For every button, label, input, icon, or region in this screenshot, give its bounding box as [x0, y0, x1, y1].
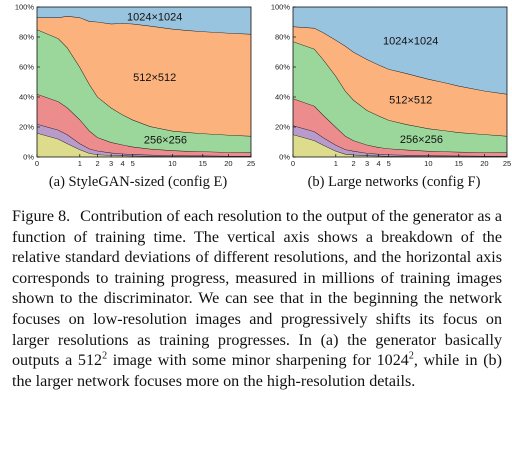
y-tick-label: 0% — [23, 153, 34, 162]
area-band-4 — [293, 41, 507, 153]
x-tick-label: 10 — [424, 159, 432, 168]
x-tick-label: 20 — [480, 159, 488, 168]
x-tick-label: 1 — [78, 159, 82, 168]
y-tick-label: 80% — [19, 33, 34, 42]
area-band-6 — [293, 6, 507, 95]
x-tick-label: 5 — [387, 159, 391, 168]
area-band-5 — [37, 16, 251, 136]
figure-caption: Figure 8. Contribution of each resolution… — [12, 207, 502, 392]
band-label: 256×256 — [144, 135, 187, 147]
x-tick-label: 0 — [35, 159, 39, 168]
caption-text-part3: , while in (b) the larger network focuse… — [12, 352, 502, 390]
band-label: 1024×1024 — [383, 36, 438, 48]
figure-label: Figure 8. — [12, 208, 71, 225]
caption-text-part2: image with some minor sharpening for 102… — [107, 352, 409, 370]
subfigure-caption: (b) Large networks (config F) — [308, 174, 481, 190]
y-tick-label: 0% — [279, 153, 290, 162]
band-label: 256×256 — [400, 134, 443, 146]
x-tick-label: 1 — [334, 159, 338, 168]
caption-superscript-2: 2 — [408, 350, 414, 362]
area-band-1 — [293, 134, 507, 157]
plot-frame — [36, 6, 252, 158]
x-tick-label: 4 — [121, 159, 125, 168]
x-tick-label: 25 — [247, 159, 255, 168]
x-tick-label: 10 — [168, 159, 176, 168]
stacked-area-chart-b: 0% 20% 40% 60% 80% 100% 0 1 2 3 4 5 10 15 20 25 256×256 5… — [271, 3, 511, 191]
area-band-6 — [37, 7, 251, 34]
x-tick-label: 15 — [455, 159, 463, 168]
area-band-4 — [37, 29, 251, 153]
x-tick-label: 3 — [365, 159, 369, 168]
y-tick-label: 40% — [19, 93, 34, 102]
subfigure-caption: (a) StyleGAN-sized (config E) — [49, 174, 228, 190]
x-tick-label: 2 — [95, 159, 99, 168]
x-tick-label: 5 — [131, 159, 135, 168]
area-band-5 — [293, 26, 507, 136]
y-tick-label: 60% — [275, 63, 290, 72]
x-tick-label: 20 — [224, 159, 232, 168]
caption-text-part1: Contribution of each resolution to the o… — [12, 208, 502, 370]
y-tick-label: 80% — [275, 33, 290, 42]
x-tick-label: 4 — [377, 159, 381, 168]
area-band-3 — [293, 98, 507, 156]
x-tick-label: 2 — [351, 159, 355, 168]
caption-superscript-1: 2 — [102, 350, 108, 362]
y-tick-label: 100% — [271, 3, 291, 12]
area-band-3 — [37, 94, 251, 156]
band-label: 1024×1024 — [127, 12, 182, 24]
band-label: 512×512 — [133, 72, 176, 84]
x-tick-label: 25 — [503, 159, 511, 168]
plot-frame — [292, 6, 508, 158]
y-tick-label: 60% — [19, 63, 34, 72]
y-tick-label: 20% — [275, 123, 290, 132]
x-tick-label: 0 — [291, 159, 295, 168]
x-tick-label: 15 — [199, 159, 207, 168]
y-tick-label: 20% — [19, 123, 34, 132]
chart-panel-b: 0% 20% 40% 60% 80% 100% 0 1 2 3 4 5 10 15 20 25 256×256 5… — [256, 0, 512, 200]
stacked-area-chart-a: 0% 20% 40% 60% 80% 100% 0 1 2 3 4 5 10 15 20 25 256×256 5… — [15, 3, 255, 191]
x-tick-label: 3 — [109, 159, 113, 168]
y-tick-label: 100% — [15, 3, 35, 12]
area-band-1 — [37, 133, 251, 157]
chart-panel-a: 0% 20% 40% 60% 80% 100% 0 1 2 3 4 5 10 15 20 25 256×256 5… — [0, 0, 256, 200]
band-label: 512×512 — [389, 95, 432, 107]
y-tick-label: 40% — [275, 93, 290, 102]
